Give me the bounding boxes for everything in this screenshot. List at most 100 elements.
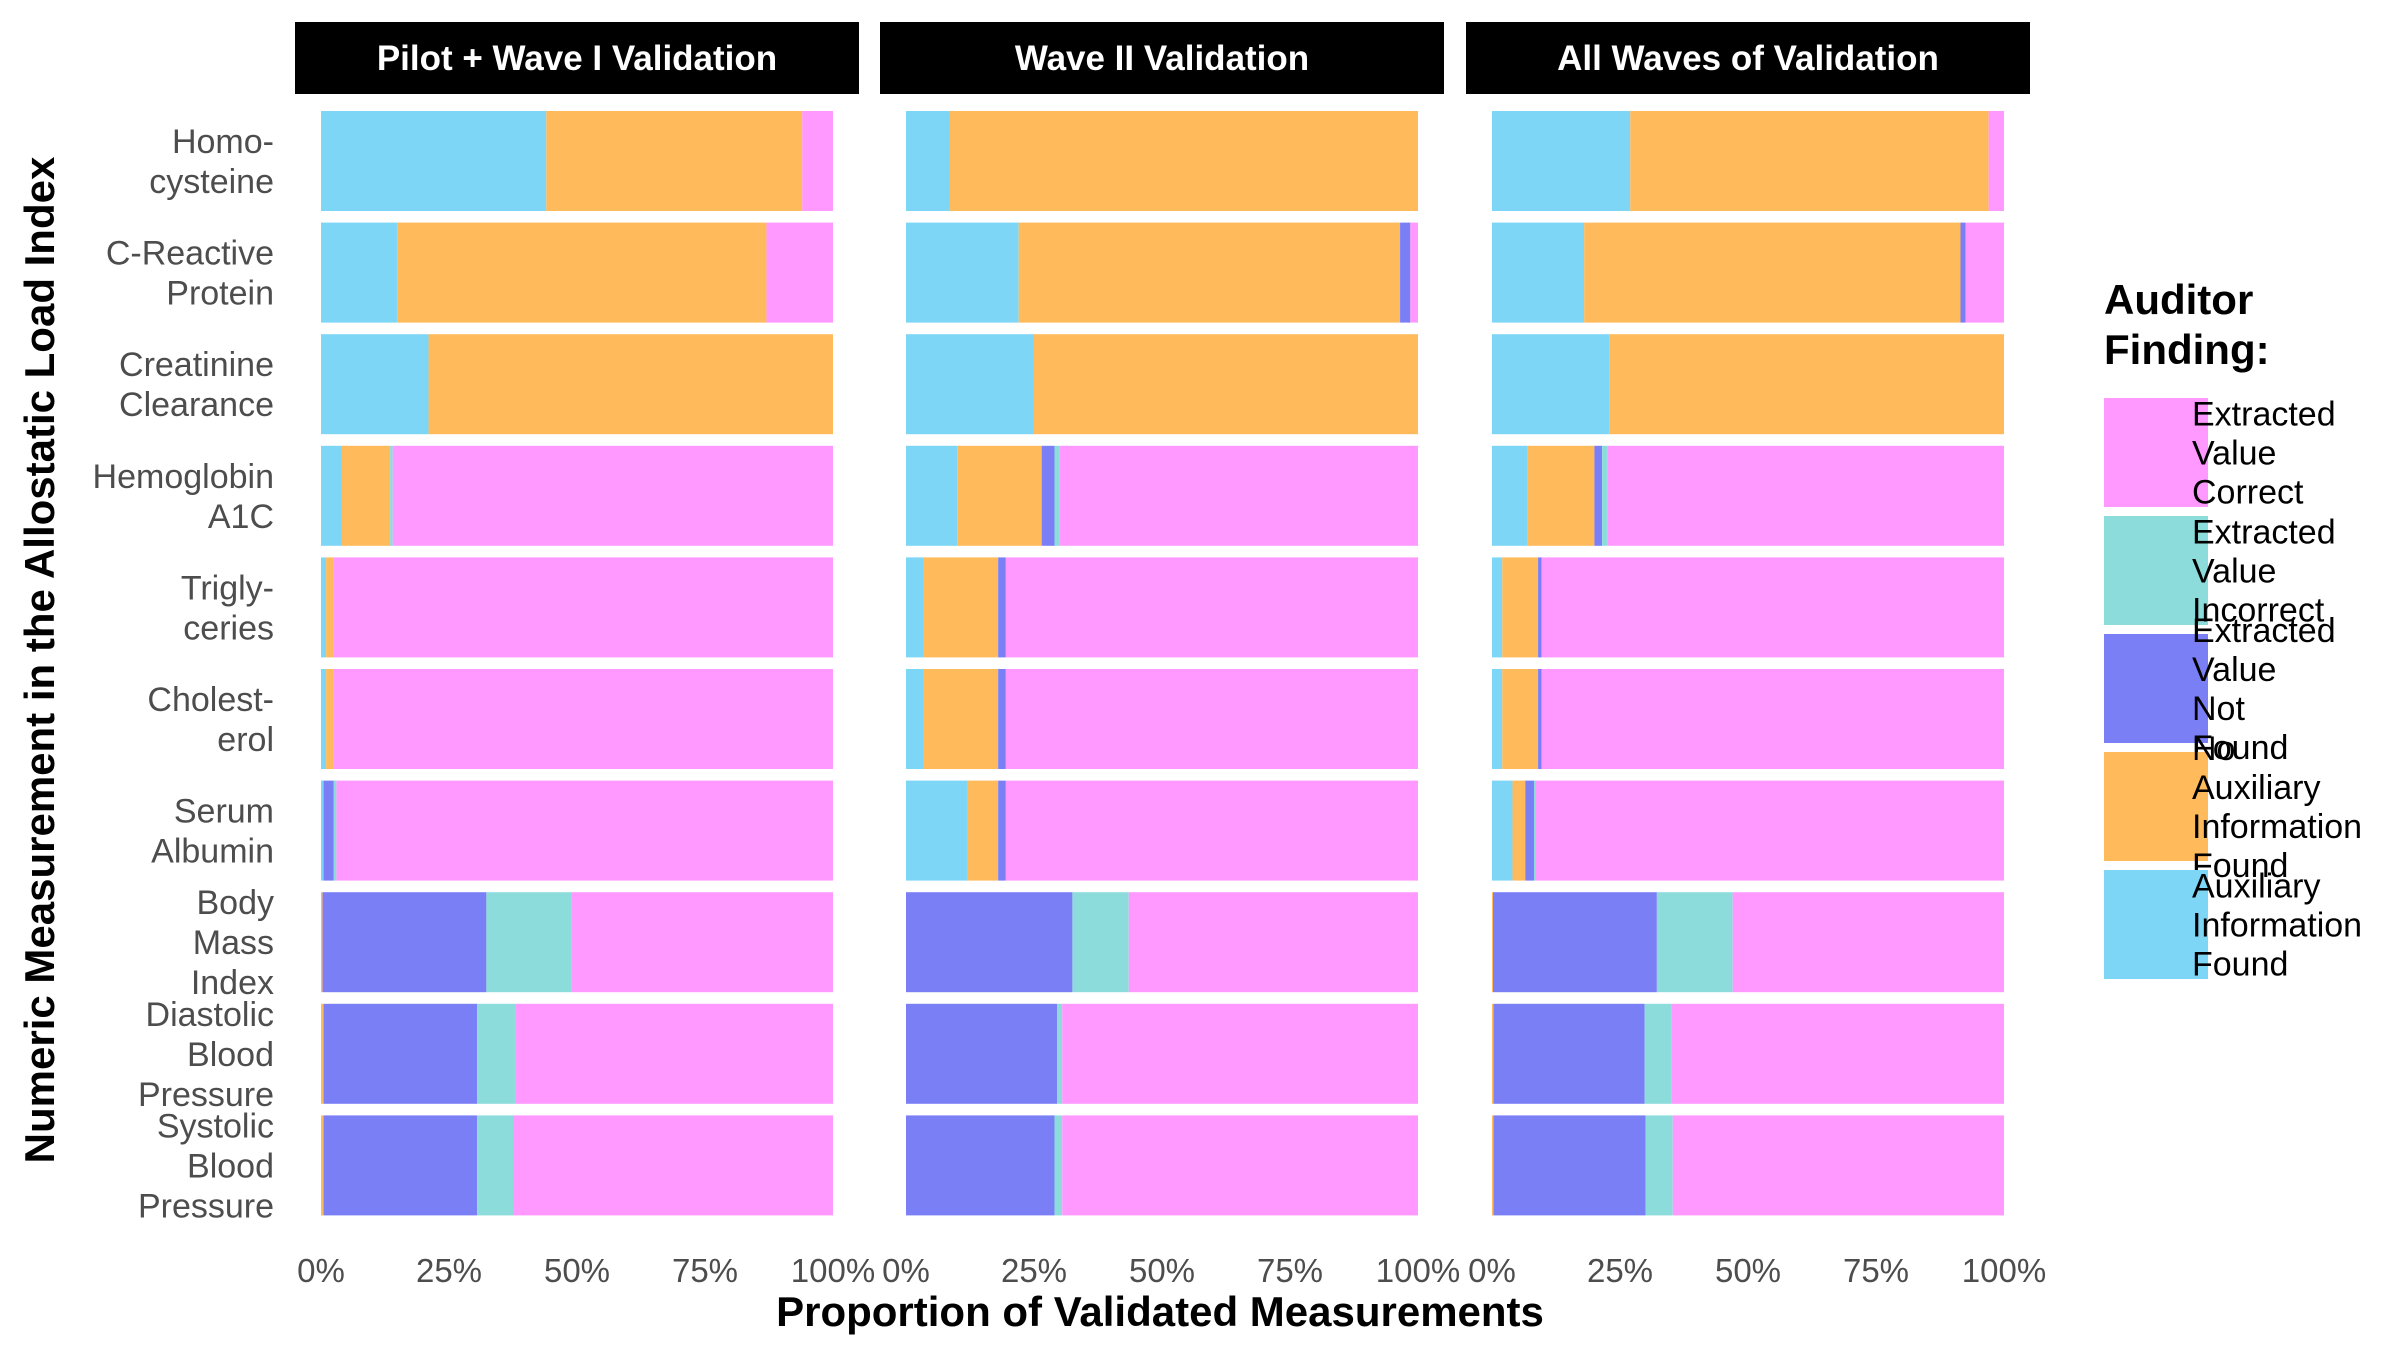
panel-3: All Waves of Validation 0% 25% 50% 75% 100% bbox=[1466, 22, 2046, 1289]
bar-segment-crp-correct bbox=[1410, 222, 1418, 323]
bar-segment-homocysteine-no_aux bbox=[1630, 111, 1989, 211]
legend-label: Auxiliary Information Found bbox=[2192, 868, 2362, 984]
bar-segment-hba1c-not_found bbox=[1041, 445, 1055, 546]
bar-segment-sbp-not_found bbox=[1493, 1115, 1646, 1216]
bar-segment-bmi-not_found bbox=[1493, 892, 1657, 993]
bar-segment-hba1c-no_aux bbox=[341, 445, 391, 546]
bar-segment-triglyceries-not_found bbox=[1538, 557, 1542, 658]
panel-strip: All Waves of Validation bbox=[1466, 22, 2030, 94]
bar-segment-homocysteine-correct bbox=[802, 111, 833, 211]
legend-entry-aux: Auxiliary Information Found bbox=[2104, 868, 2362, 984]
bar-segment-albumin-correct bbox=[336, 780, 833, 881]
legend: Auditor Finding:Extracted Value CorrectExtr… bbox=[2104, 276, 2362, 984]
bar-segment-hba1c-aux bbox=[321, 445, 342, 546]
x-tick-label: 75% bbox=[1843, 1252, 1909, 1289]
bar-segment-sbp-correct bbox=[1672, 1115, 2004, 1216]
bar-segment-hba1c-correct bbox=[1607, 445, 2004, 546]
bar-segment-bmi-not_found bbox=[906, 892, 1073, 993]
x-tick-label: 0% bbox=[297, 1252, 345, 1289]
bar-segment-sbp-no_aux bbox=[1492, 1115, 1494, 1216]
category-label-hba1c: Hemoglobin A1C bbox=[93, 458, 274, 536]
panel-1: Pilot + Wave I Validation 0% 25% 50% 75% 100% bbox=[295, 22, 875, 1289]
bar-segment-creatinine-aux bbox=[1492, 334, 1610, 435]
bar-segment-homocysteine-no_aux bbox=[949, 111, 1418, 211]
legend-label: Extracted Value Correct bbox=[2192, 396, 2336, 512]
legend-swatch bbox=[2104, 516, 2208, 625]
bar-segment-creatinine-no_aux bbox=[1609, 334, 2004, 435]
bar-segment-sbp-correct bbox=[1062, 1115, 1418, 1216]
bar-segment-bmi-no_aux bbox=[321, 892, 323, 993]
legend-entry-no_aux: No Auxiliary Information Found bbox=[2104, 730, 2362, 885]
bar-segment-homocysteine-aux bbox=[321, 111, 547, 211]
bar-segment-albumin-no_aux bbox=[1512, 780, 1526, 881]
bar-segment-triglyceries-correct bbox=[1005, 557, 1418, 658]
bar-segment-cholesterol-no_aux bbox=[326, 669, 334, 769]
bar-segment-sbp-incorrect bbox=[1054, 1115, 1063, 1216]
bar-segment-homocysteine-aux bbox=[906, 111, 950, 211]
x-tick-label: 75% bbox=[672, 1252, 738, 1289]
bar-segment-hba1c-no_aux bbox=[957, 445, 1042, 546]
bar-segment-triglyceries-aux bbox=[906, 557, 924, 658]
bar-segment-dbp-not_found bbox=[906, 1003, 1058, 1104]
bar-segment-albumin-aux bbox=[1492, 780, 1513, 881]
bar-segment-creatinine-aux bbox=[906, 334, 1034, 435]
category-label-bmi: Body Mass Index bbox=[191, 884, 274, 1002]
x-axis-title: Proportion of Validated Measurements bbox=[776, 1288, 1544, 1335]
legend-swatch bbox=[2104, 398, 2208, 507]
bar-segment-dbp-incorrect bbox=[1057, 1003, 1063, 1104]
bar-segment-triglyceries-aux bbox=[1492, 557, 1503, 658]
bar-segment-creatinine-aux bbox=[321, 334, 429, 435]
bar-segment-albumin-correct bbox=[1535, 780, 2004, 881]
panel-title: All Waves of Validation bbox=[1557, 39, 1939, 78]
bar-segment-dbp-correct bbox=[1671, 1003, 2004, 1104]
category-label-homocysteine: Homo-cysteine bbox=[149, 123, 274, 201]
bar-segment-bmi-correct bbox=[1732, 892, 2004, 993]
bar-segment-albumin-correct bbox=[1005, 780, 1418, 881]
bar-segment-cholesterol-no_aux bbox=[1502, 669, 1539, 769]
bar-segment-crp-not_found bbox=[1960, 222, 1966, 323]
x-tick-label: 50% bbox=[1715, 1252, 1781, 1289]
bar-segment-cholesterol-no_aux bbox=[923, 669, 999, 769]
bar-segment-homocysteine-no_aux bbox=[546, 111, 803, 211]
bar-segment-bmi-not_found bbox=[322, 892, 487, 993]
bar-segment-crp-aux bbox=[321, 222, 398, 323]
bar-segment-triglyceries-not_found bbox=[998, 557, 1006, 658]
bar-segment-creatinine-no_aux bbox=[1034, 334, 1418, 435]
bar-segment-triglyceries-aux bbox=[321, 557, 327, 658]
category-label-cholesterol: Cholest-erol bbox=[147, 681, 274, 759]
bar-segment-albumin-no_aux bbox=[967, 780, 999, 881]
bar-segment-albumin-not_found bbox=[998, 780, 1006, 881]
bar-segment-hba1c-not_found bbox=[1594, 445, 1603, 546]
category-label-triglyceries: Trigly-ceries bbox=[181, 569, 274, 647]
bar-segment-sbp-incorrect bbox=[1645, 1115, 1673, 1216]
bar-segment-dbp-not_found bbox=[1493, 1003, 1645, 1104]
bar-segment-dbp-incorrect bbox=[1644, 1003, 1672, 1104]
bar-segment-triglyceries-correct bbox=[333, 557, 833, 658]
legend-entry-correct: Extracted Value Correct bbox=[2104, 396, 2336, 512]
bar-segment-bmi-correct bbox=[1128, 892, 1418, 993]
bar-segment-cholesterol-correct bbox=[1541, 669, 2004, 769]
bar-segment-hba1c-incorrect bbox=[1054, 445, 1060, 546]
bar-segment-triglyceries-no_aux bbox=[923, 557, 999, 658]
category-label-creatinine: Creatinine Clearance bbox=[119, 346, 274, 424]
bar-segment-cholesterol-correct bbox=[333, 669, 833, 769]
legend-swatch bbox=[2104, 870, 2208, 979]
legend-swatch bbox=[2104, 634, 2208, 743]
x-tick-label: 0% bbox=[882, 1252, 930, 1289]
bar-segment-albumin-not_found bbox=[1525, 780, 1534, 881]
bar-segment-albumin-incorrect bbox=[333, 780, 337, 881]
bar-segment-hba1c-no_aux bbox=[1527, 445, 1595, 546]
legend-entry-incorrect: Extracted Value Incorrect bbox=[2104, 514, 2336, 630]
panel-title: Wave II Validation bbox=[1015, 39, 1309, 78]
bar-segment-dbp-no_aux bbox=[1492, 1003, 1494, 1104]
bar-segment-dbp-incorrect bbox=[477, 1003, 516, 1104]
bar-segment-hba1c-incorrect bbox=[390, 445, 393, 546]
bar-segment-crp-aux bbox=[1492, 222, 1585, 323]
bar-segment-bmi-incorrect bbox=[486, 892, 572, 993]
bar-segment-dbp-correct bbox=[515, 1003, 833, 1104]
bar-segment-cholesterol-not_found bbox=[1538, 669, 1542, 769]
bar-segment-hba1c-aux bbox=[906, 445, 958, 546]
x-tick-label: 25% bbox=[1001, 1252, 1067, 1289]
x-tick-label: 50% bbox=[544, 1252, 610, 1289]
bar-segment-cholesterol-aux bbox=[1492, 669, 1503, 769]
